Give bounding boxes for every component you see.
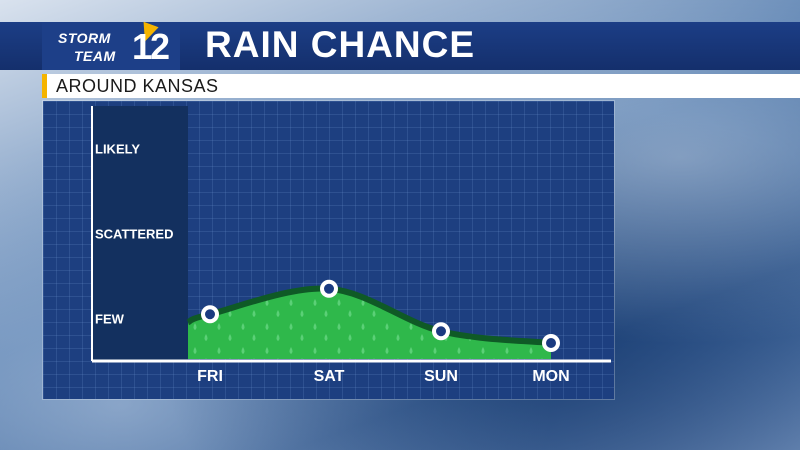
location-bar: AROUND KANSAS <box>42 74 800 98</box>
rain-chance-chart: FEW SCATTERED LIKELY FRI SAT SUN MON <box>91 106 611 385</box>
y-label-column <box>92 106 188 361</box>
x-tick-label-sat: SAT <box>314 368 345 385</box>
x-tick-label-mon: MON <box>532 368 569 385</box>
rain-drop-pattern <box>188 288 551 359</box>
logo-line-1: STORM <box>58 30 111 46</box>
y-tick-label-few: FEW <box>95 312 125 327</box>
logo-number: 12 <box>132 26 170 67</box>
data-point-fri <box>201 305 219 324</box>
y-tick-label-scattered: SCATTERED <box>95 227 173 242</box>
x-tick-label-sun: SUN <box>424 368 458 385</box>
logo-line-2: TEAM <box>74 48 116 64</box>
location-label: AROUND KANSAS <box>56 76 219 96</box>
y-tick-label-likely: LIKELY <box>95 142 140 157</box>
location-accent <box>42 74 47 98</box>
chart-panel: FEW SCATTERED LIKELY FRI SAT SUN MON <box>43 101 614 399</box>
data-point-sun <box>432 322 450 341</box>
station-logo: STORM TEAM 12 <box>42 21 180 70</box>
data-point-sat <box>320 279 338 298</box>
x-tick-label-fri: FRI <box>197 368 223 385</box>
data-point-mon <box>542 334 560 352</box>
page-title: RAIN CHANCE <box>205 24 475 65</box>
